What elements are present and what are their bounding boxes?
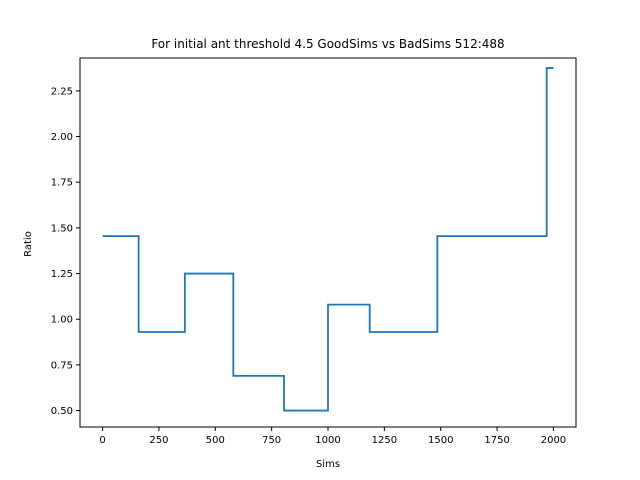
plot-area: 0 250 500 750 1000 1250 1500 1750 2000 0.50 0.75 1.… bbox=[51, 57, 577, 446]
x-tick-label: 250 bbox=[149, 435, 168, 446]
y-tick-label: 1.00 bbox=[51, 315, 73, 326]
chart-title: For initial ant threshold 4.5 GoodSims v… bbox=[151, 37, 504, 51]
y-axis-label: Ratio bbox=[23, 231, 34, 257]
x-tick-label: 0 bbox=[99, 435, 105, 446]
x-tick-label: 1000 bbox=[315, 435, 340, 446]
series-line-0 bbox=[102, 67, 554, 412]
y-tick-label: 0.50 bbox=[51, 406, 73, 417]
y-tick-label: 2.25 bbox=[51, 86, 73, 97]
x-tick-label: 1500 bbox=[428, 435, 453, 446]
x-tick-label: 1250 bbox=[372, 435, 397, 446]
x-tick-label: 500 bbox=[206, 435, 225, 446]
y-tick-label: 0.75 bbox=[51, 360, 73, 371]
x-tick-label: 2000 bbox=[541, 435, 566, 446]
y-tick-label: 2.00 bbox=[51, 132, 73, 143]
x-tick-label: 750 bbox=[262, 435, 281, 446]
x-tick-label: 1750 bbox=[484, 435, 509, 446]
y-tick-label: 1.50 bbox=[51, 223, 73, 234]
y-tick-label: 1.75 bbox=[51, 178, 73, 189]
x-axis-label: Sims bbox=[316, 459, 340, 470]
y-tick-label: 1.25 bbox=[51, 269, 73, 280]
